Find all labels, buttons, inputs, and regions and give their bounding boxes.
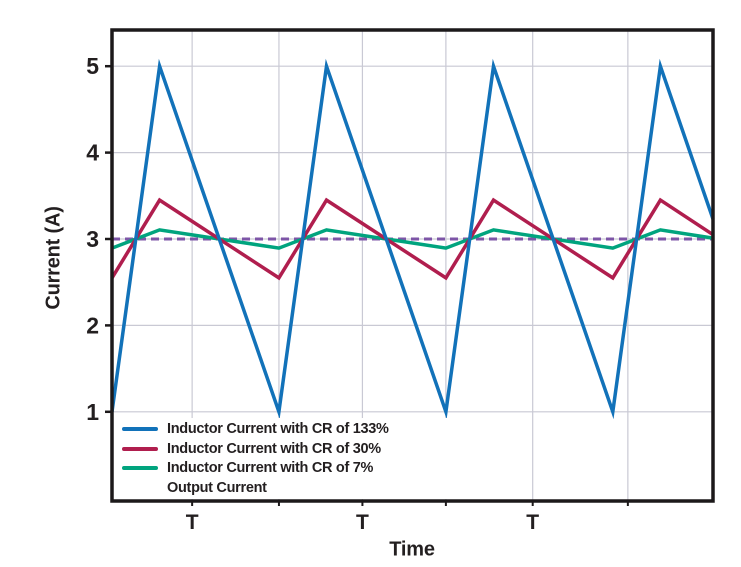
y-tick-label: 4 bbox=[86, 140, 99, 166]
series-line bbox=[110, 197, 714, 281]
legend-label: Output Current bbox=[167, 479, 267, 496]
legend-item: Output Current bbox=[122, 479, 455, 497]
y-tick-label: 1 bbox=[86, 399, 99, 425]
legend-dashed-line-swatch bbox=[122, 486, 158, 489]
legend-label: Inductor Current with CR of 7% bbox=[167, 460, 374, 477]
y-tick-label: 3 bbox=[86, 226, 99, 252]
legend-label: Inductor Current with CR of 30% bbox=[167, 440, 381, 457]
y-tick-label: 5 bbox=[86, 53, 99, 79]
legend-item: Inductor Current with CR of 133% bbox=[122, 420, 455, 438]
legend-item: Inductor Current with CR of 30% bbox=[122, 440, 455, 458]
y-axis-title: Current (A) bbox=[42, 206, 65, 310]
legend-line-swatch bbox=[122, 427, 158, 431]
x-tick-label: T bbox=[356, 511, 369, 534]
series-line bbox=[111, 228, 714, 250]
legend: Inductor Current with CR of 133% Inductor… bbox=[114, 418, 455, 499]
legend-line-swatch bbox=[122, 446, 158, 451]
plot-border bbox=[110, 28, 715, 503]
legend-label: Inductor Current with CR of 133% bbox=[167, 421, 389, 437]
series-line bbox=[110, 58, 715, 420]
x-axis-title: Time bbox=[389, 538, 435, 561]
legend-line-swatch bbox=[122, 466, 158, 471]
legend-item: Inductor Current with CR of 7% bbox=[122, 459, 455, 477]
y-tick-label: 2 bbox=[86, 312, 99, 338]
x-tick-label: T bbox=[526, 511, 539, 534]
x-tick-label: T bbox=[186, 511, 199, 534]
